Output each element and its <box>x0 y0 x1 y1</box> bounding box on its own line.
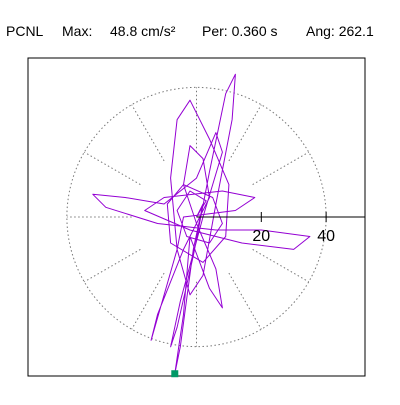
grid-spoke <box>228 272 262 330</box>
max-label: Max: <box>62 23 92 39</box>
trace <box>92 73 311 375</box>
max-marker <box>171 370 179 378</box>
grid-spoke <box>83 151 141 186</box>
grid-spoke <box>131 104 165 162</box>
x-tick-label: 40 <box>317 228 335 245</box>
station: PCNL <box>6 23 44 39</box>
grid-spoke <box>252 248 310 283</box>
period: Per: 0.360 s <box>202 23 278 39</box>
grid-spoke <box>131 272 165 330</box>
grid-spoke <box>83 248 141 283</box>
x-tick-label: 20 <box>252 228 270 245</box>
max-value: 48.8 cm/s² <box>110 23 176 39</box>
angle: Ang: 262.1 <box>306 23 374 39</box>
grid-spoke <box>228 104 262 162</box>
grid-spoke <box>252 151 310 186</box>
